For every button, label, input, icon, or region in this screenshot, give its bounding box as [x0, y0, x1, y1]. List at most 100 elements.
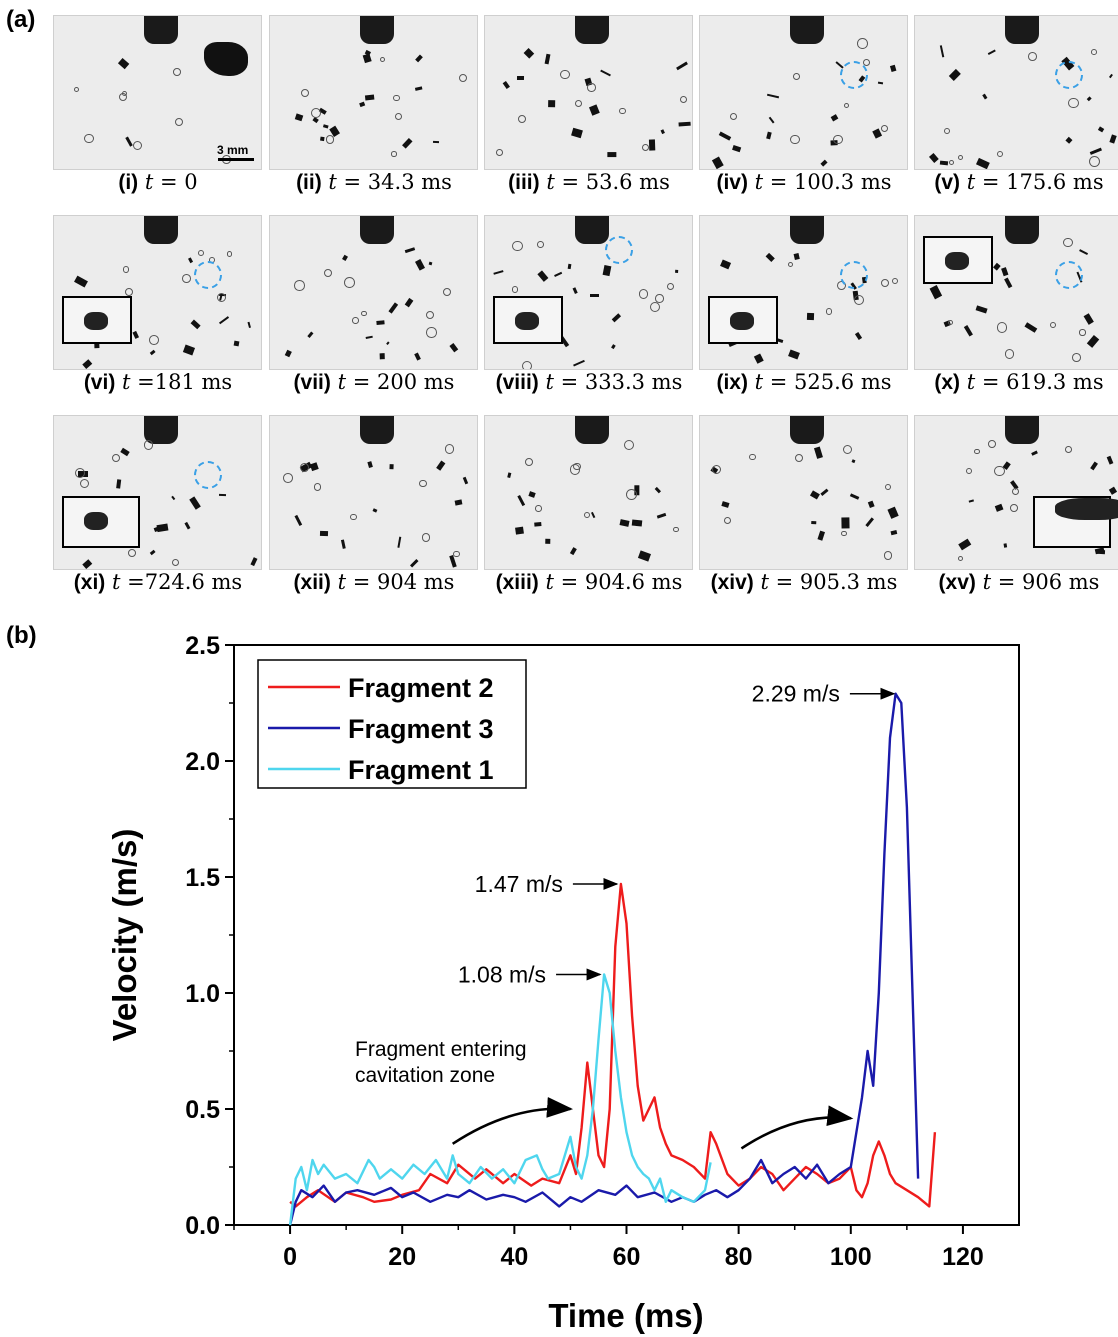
frame-caption: (iv) t = 100.3 ms	[689, 170, 919, 195]
fragment-1-line	[288, 973, 712, 1226]
bubble	[650, 302, 661, 313]
inset-fragment	[945, 252, 969, 270]
fragment-speck	[341, 539, 347, 550]
fragment-speck	[463, 476, 469, 484]
fragment-speck	[1024, 321, 1037, 332]
frame-t904	[269, 415, 478, 570]
scale-bar	[218, 158, 254, 161]
fragment-speck	[877, 81, 884, 85]
fragment-speck	[1087, 334, 1100, 348]
fragment-speck	[600, 69, 612, 77]
fragment-speck	[132, 330, 139, 339]
frame-t175	[914, 15, 1118, 170]
frame-caption: (ix) t = 525.6 ms	[689, 370, 919, 395]
fragment-speck	[1085, 95, 1092, 101]
frame-number: (ix)	[716, 371, 748, 394]
fragment-speck	[120, 448, 130, 457]
fragment-speck	[342, 255, 348, 262]
fragment-speck	[1078, 249, 1088, 256]
fragment-speck	[676, 61, 689, 71]
fragment-speck	[415, 54, 424, 63]
fragment-speck	[809, 490, 820, 500]
bubble	[343, 276, 355, 288]
fragment-speck	[1003, 277, 1013, 289]
fragment-speck	[379, 352, 385, 360]
fragment-speck	[435, 460, 445, 471]
fragment-speck	[654, 486, 662, 494]
bubble	[74, 468, 85, 479]
bubble	[574, 99, 583, 108]
fragment-speck	[569, 546, 577, 555]
bubble	[1011, 488, 1019, 495]
x-tick-label: 120	[942, 1243, 984, 1271]
bubble	[787, 261, 793, 268]
fragment-speck	[571, 287, 578, 295]
time-variable: t	[122, 370, 131, 394]
nozzle	[790, 216, 824, 244]
fragment-speck	[553, 271, 562, 278]
x-tick-label: 80	[725, 1243, 753, 1271]
fragment-speck	[588, 104, 600, 116]
fragment-speck	[454, 499, 463, 506]
time-variable: t	[144, 170, 154, 194]
fragment-speck	[766, 93, 779, 99]
bubble	[143, 440, 154, 450]
frame-caption: (xv) t = 906 ms	[904, 570, 1118, 595]
frame-number: (xv)	[938, 571, 976, 594]
frame-t905	[699, 415, 908, 570]
fragment-speck	[319, 531, 328, 537]
bubble	[573, 462, 581, 471]
fragment-speck	[590, 294, 599, 298]
fragment-speck	[890, 529, 897, 535]
fragment-speck	[389, 463, 394, 470]
fragment-speck	[679, 121, 692, 127]
bubble	[174, 117, 184, 126]
bubble	[79, 478, 89, 488]
fragment-speck	[449, 342, 458, 352]
bubble	[793, 73, 800, 80]
fragment-speck	[988, 49, 997, 56]
bubble	[794, 453, 803, 462]
fragment-speck	[523, 47, 535, 59]
bubble	[323, 269, 332, 278]
bubble	[442, 288, 451, 297]
bubble	[518, 114, 527, 123]
bubble	[1004, 349, 1015, 359]
inset-fragment	[515, 312, 539, 330]
fragment-speck	[807, 312, 815, 320]
time-variable: t	[111, 570, 121, 594]
fragment-speck	[674, 269, 678, 274]
fragment-speck	[322, 123, 329, 129]
bubble	[974, 448, 980, 455]
bubble	[749, 453, 757, 461]
fragment-speck	[548, 100, 556, 108]
bubble	[655, 294, 664, 303]
fragment-speck	[149, 549, 157, 556]
fragment-callout	[605, 236, 633, 264]
frame-t181	[53, 215, 262, 370]
bubble	[790, 134, 800, 145]
y-axis-label: Velocity (m/s)	[106, 829, 143, 1042]
fragment-speck	[939, 160, 949, 165]
fragment-speck	[855, 332, 863, 341]
bubble	[996, 322, 1008, 333]
fragment-speck	[841, 516, 850, 529]
velocity-chart: 0 20 40 60 80 100 120 0.0 0.5 1.0 1.5 2.0 2.5 Fragme…	[106, 632, 1020, 1334]
inset-fragment	[1055, 498, 1118, 520]
fragment-speck	[517, 494, 525, 506]
time-value: = 525.6 ms	[763, 370, 892, 394]
bubble	[833, 134, 843, 145]
time-variable: t	[754, 170, 764, 194]
bubble	[197, 249, 205, 257]
bubble	[391, 151, 397, 157]
fragment-speck	[184, 522, 191, 530]
bubble	[949, 159, 955, 165]
nozzle	[144, 216, 178, 244]
y-tick-label: 0.5	[185, 1096, 220, 1124]
time-value: = 333.3 ms	[553, 370, 683, 394]
fragment-speck	[963, 325, 973, 337]
series-lines	[288, 692, 937, 1226]
frame-number: (vi)	[83, 371, 116, 394]
fragment-speck	[1032, 450, 1039, 456]
frame-t0: 3 mm	[53, 15, 262, 170]
